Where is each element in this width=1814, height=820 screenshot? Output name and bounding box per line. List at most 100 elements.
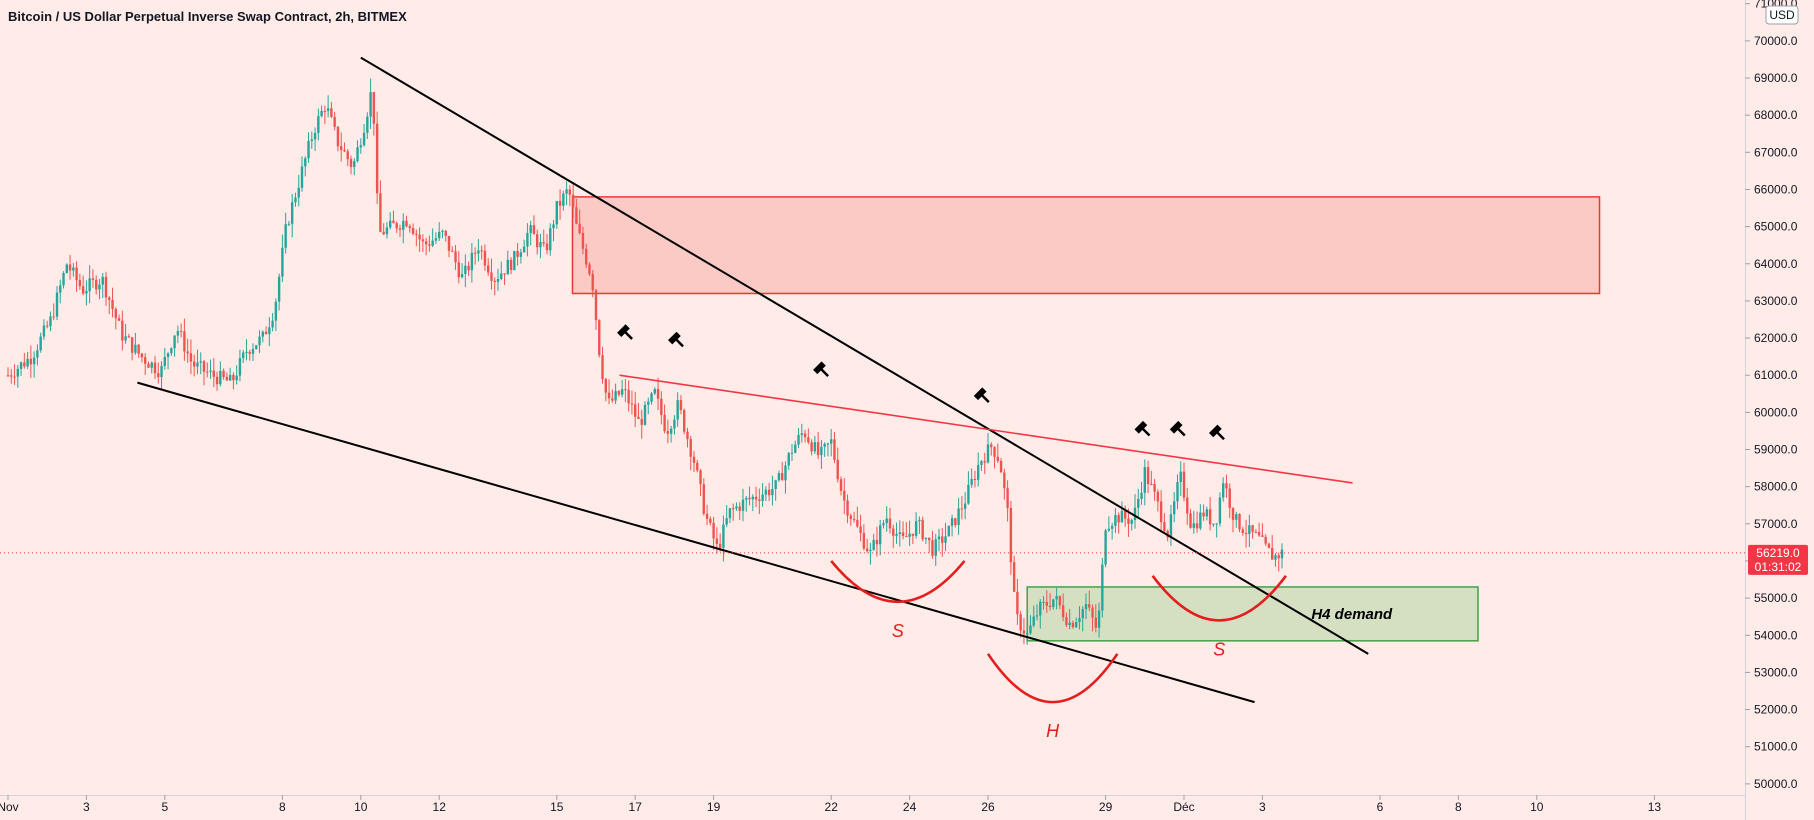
- candle-body: [68, 264, 72, 271]
- candle: [431, 228, 434, 248]
- current-price-value: 56219.0: [1756, 546, 1800, 560]
- candle-body: [650, 393, 653, 402]
- candle: [781, 461, 784, 481]
- candle-body: [173, 335, 176, 349]
- candle-body: [274, 301, 278, 321]
- candle: [134, 332, 137, 355]
- candle: [62, 271, 65, 289]
- candle-body: [183, 331, 186, 352]
- candle-body: [1277, 555, 1280, 559]
- candle-body: [202, 361, 206, 372]
- candle-body: [88, 278, 91, 292]
- candle: [19, 361, 23, 376]
- candle: [967, 471, 970, 505]
- candle-body: [503, 273, 506, 275]
- candle-body: [751, 496, 754, 500]
- candle-body: [228, 374, 232, 381]
- candle: [242, 349, 245, 364]
- candle-body: [395, 223, 398, 229]
- candle-body: [1124, 510, 1127, 519]
- price-scale[interactable]: 71000.0 70000.0 69000.0 68000.0 67000.0 66000…: [1745, 0, 1798, 791]
- candle: [888, 508, 892, 534]
- candle: [843, 478, 846, 515]
- candle: [1061, 593, 1065, 622]
- candle-body: [281, 247, 284, 277]
- price-tick-label: 65000.0: [1754, 220, 1798, 234]
- candle: [794, 440, 797, 454]
- candle: [91, 269, 95, 288]
- candle-body: [124, 336, 127, 341]
- candle-body: [310, 139, 313, 141]
- hammer-head: [973, 387, 987, 401]
- price-tick-label: 71000.0: [1754, 0, 1798, 11]
- time-tick-label: 6: [1377, 800, 1384, 814]
- candle-body: [558, 201, 562, 206]
- candle: [941, 528, 944, 557]
- candle-body: [666, 431, 670, 434]
- candle: [797, 428, 800, 448]
- candle-body: [954, 518, 957, 526]
- candle-body: [924, 537, 928, 540]
- candle-body: [663, 414, 666, 432]
- candle: [166, 352, 170, 370]
- candle: [1117, 512, 1120, 534]
- candle-body: [366, 116, 369, 133]
- price-tick-label: 55000.0: [1754, 591, 1798, 605]
- candle: [1094, 604, 1097, 633]
- candle-body: [679, 400, 683, 411]
- candle-body: [1241, 529, 1244, 533]
- candle-body: [1205, 509, 1209, 517]
- candle: [206, 362, 209, 378]
- candle-body: [937, 536, 941, 540]
- candle-body: [898, 532, 901, 535]
- candle-body: [219, 370, 222, 385]
- candle: [88, 265, 91, 304]
- candle-body: [872, 539, 875, 550]
- candle: [356, 140, 359, 163]
- hammer-icon: [1134, 420, 1151, 437]
- candle: [761, 483, 764, 507]
- candle-body: [255, 345, 258, 349]
- candle: [709, 516, 712, 526]
- candle: [735, 502, 738, 511]
- candle: [771, 475, 774, 506]
- time-tick-label: 8: [279, 800, 286, 814]
- candle: [1189, 509, 1192, 529]
- candle-body: [754, 496, 758, 500]
- candle: [630, 390, 634, 415]
- candle: [905, 522, 908, 538]
- candle-body: [513, 251, 516, 271]
- time-scale[interactable]: Nov 3 5 8 10 12 15 17 19 22 24 26 29 Déc 3 6 8 10 13: [0, 795, 1661, 814]
- candle-body: [1068, 622, 1071, 626]
- candle: [284, 212, 287, 254]
- candle: [604, 377, 607, 402]
- candle-body: [522, 246, 526, 253]
- candle-body: [78, 280, 82, 287]
- candle: [973, 470, 977, 488]
- candle-body: [434, 238, 438, 241]
- candle: [447, 235, 451, 258]
- candle: [689, 435, 692, 471]
- candle: [274, 298, 278, 331]
- candle-body: [764, 489, 768, 495]
- candle-body: [454, 251, 457, 263]
- candle-body: [1065, 617, 1068, 626]
- candle-body: [1156, 491, 1160, 502]
- candle: [1264, 534, 1267, 547]
- candle-body: [856, 519, 859, 527]
- candle-body: [777, 473, 781, 481]
- candle: [536, 229, 539, 255]
- candle: [503, 273, 506, 285]
- candle: [1042, 596, 1045, 610]
- candle: [317, 108, 320, 141]
- candle-body: [307, 140, 310, 159]
- candle-body: [330, 108, 333, 117]
- currency-badge[interactable]: USD: [1769, 8, 1795, 22]
- candle: [1231, 507, 1235, 533]
- candle: [506, 250, 509, 275]
- candle-body: [627, 389, 630, 404]
- candle: [996, 443, 999, 464]
- candle-body: [1094, 617, 1097, 628]
- hammer-head: [813, 361, 826, 375]
